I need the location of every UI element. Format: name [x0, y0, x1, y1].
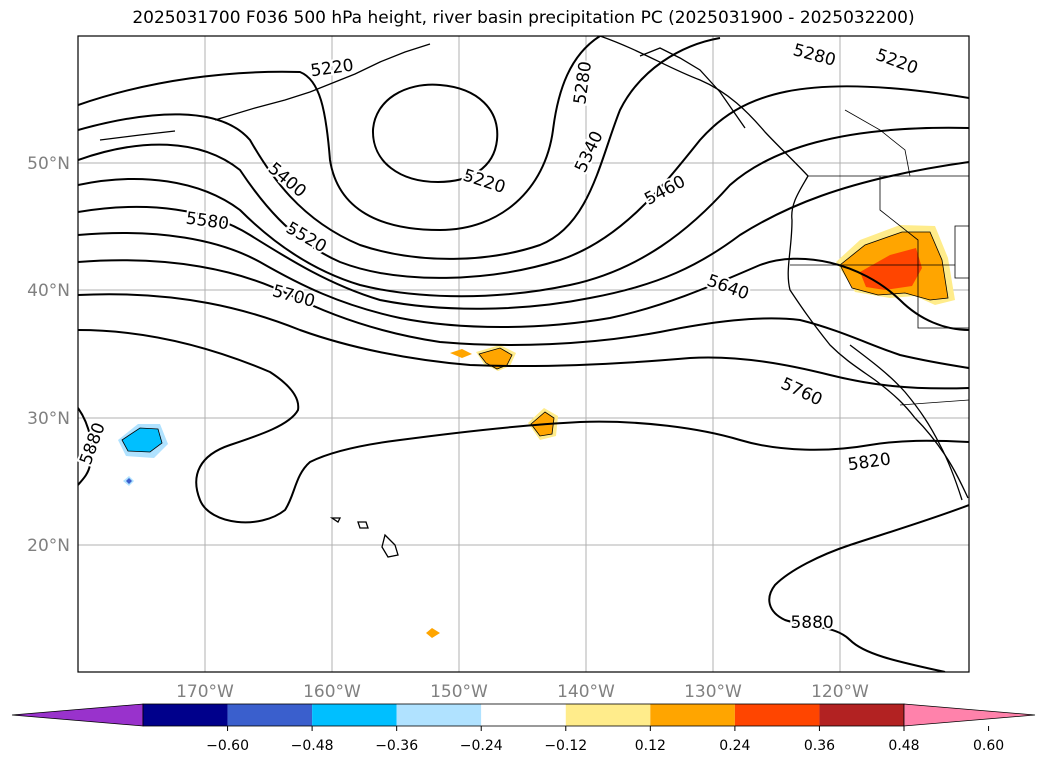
precip-positive-mid-area [426, 628, 440, 638]
lat-label-40n: 40°N [27, 281, 70, 301]
precip-negative-mid-area [122, 428, 162, 452]
lon-label-160w: 160°W [303, 682, 361, 702]
height-contours [78, 36, 969, 672]
latitude-labels: 50°N 40°N 30°N 20°N [27, 154, 70, 556]
map-frame [77, 35, 970, 673]
colorbar-tick-label: 0.24 [719, 738, 750, 754]
longitude-labels: 170°W 160°W 150°W 140°W 130°W 120°W [176, 682, 869, 702]
colorbar-swatch [819, 704, 904, 726]
colorbar-swatch [734, 704, 820, 726]
colorbar-tick-label: −0.48 [291, 738, 334, 754]
colorbar-swatch [227, 704, 313, 726]
lon-label-140w: 140°W [557, 682, 615, 702]
contour-label-5880: 5880 [790, 613, 833, 633]
colorbar-swatch [312, 704, 397, 726]
lat-label-30n: 30°N [27, 409, 70, 429]
colorbar-tick-label: −0.60 [206, 738, 249, 754]
lat-label-50n: 50°N [27, 154, 70, 174]
colorbar-tick-label: 0.12 [635, 738, 666, 754]
colorbar-extend-high [903, 703, 1036, 727]
colorbar-tick-label: 0.36 [804, 738, 835, 754]
lon-label-130w: 130°W [684, 682, 742, 702]
colorbar [11, 703, 1036, 727]
precip-positive-high-area [860, 248, 922, 290]
colorbar-swatch [650, 704, 735, 726]
political-borders [790, 109, 969, 406]
colorbar-swatch [396, 704, 482, 726]
colorbar-extend-low [11, 703, 144, 727]
lat-label-20n: 20°N [27, 536, 70, 556]
map-plot-area [78, 36, 969, 672]
colorbar-tick-label: −0.12 [544, 738, 587, 754]
colorbar-swatch [143, 704, 228, 726]
colorbar-swatch [565, 704, 651, 726]
precip-negative-mid-area [126, 478, 132, 484]
lon-label-170w: 170°W [176, 682, 234, 702]
precip-positive-mid-area [450, 349, 472, 358]
map-title: 2025031700 F036 500 hPa height, river ba… [132, 8, 915, 28]
colorbar-tick-label: 0.48 [888, 738, 919, 754]
colorbar-swatch [481, 704, 566, 726]
colorbar-tick-labels: −0.60 −0.48 −0.36 −0.24 −0.12 0.12 0.24 0.36 0.4… [206, 726, 1004, 754]
lon-label-120w: 120°W [811, 682, 869, 702]
colorbar-tick-label: −0.24 [460, 738, 503, 754]
precip-positive-mid-area [479, 348, 512, 369]
colorbar-tick-label: −0.36 [375, 738, 418, 754]
coastlines [99, 36, 969, 558]
colorbar-tick-label: 0.60 [973, 738, 1004, 754]
lon-label-150w: 150°W [430, 682, 488, 702]
